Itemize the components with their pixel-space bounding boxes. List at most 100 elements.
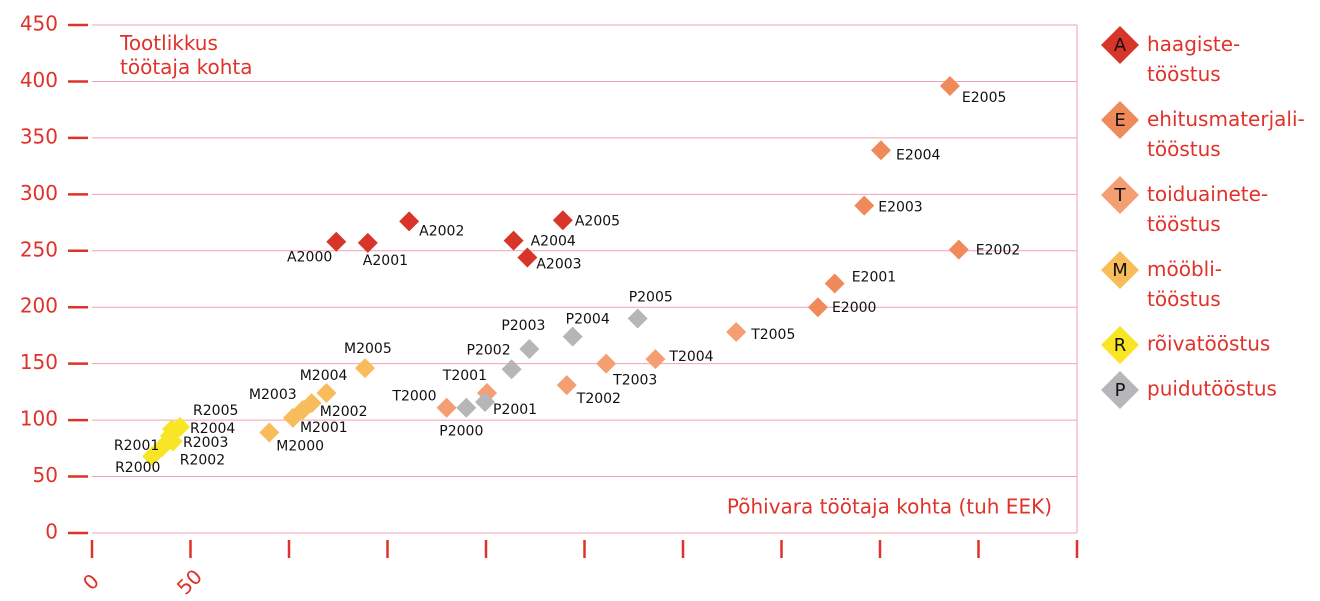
legend-label: rõivatööstus: [1147, 332, 1270, 356]
point-label: A2002: [419, 223, 464, 239]
point-label: E2003: [878, 200, 922, 216]
point: [939, 75, 960, 96]
point-label: E2001: [852, 270, 896, 286]
point: [456, 397, 477, 418]
point: [562, 326, 583, 347]
legend-swatch: [1101, 176, 1139, 214]
y-tick-label: 450: [20, 12, 58, 36]
point: [870, 140, 891, 161]
point-label: R2000: [115, 460, 160, 476]
point-label: P2003: [501, 318, 545, 334]
legend-swatch: [1101, 371, 1139, 409]
legend-label: haagiste-tööstus: [1147, 32, 1240, 86]
y-tick-label: 250: [20, 237, 58, 261]
legend-label: mööbli-tööstus: [1147, 257, 1222, 311]
point-label: M2003: [249, 387, 297, 403]
x-tick-label: 50: [172, 564, 207, 599]
point: [824, 273, 845, 294]
point: [726, 322, 747, 343]
point-label: M2002: [320, 404, 368, 420]
y-tick-label: 400: [20, 68, 58, 92]
point-label: R2002: [180, 453, 225, 469]
y-tick-label: 300: [20, 181, 58, 205]
point-label: M2001: [300, 420, 348, 436]
point-label: T2002: [576, 391, 621, 407]
point: [519, 338, 540, 359]
point: [436, 397, 457, 418]
point: [501, 359, 522, 380]
point-label: E2002: [976, 243, 1020, 259]
point-label: A2003: [536, 257, 581, 273]
point-label: A2005: [575, 213, 620, 229]
point-label: P2004: [566, 312, 610, 328]
legend-code: E: [1114, 110, 1125, 131]
point-label: A2004: [531, 234, 576, 250]
point-label: A2001: [363, 253, 408, 269]
point: [517, 247, 538, 268]
point-label: R2004: [190, 421, 235, 437]
point-label: P2005: [629, 290, 673, 306]
point: [552, 210, 573, 231]
point-label: P2002: [467, 342, 511, 358]
y-tick-label: 100: [20, 407, 58, 431]
point-label: E2000: [832, 300, 876, 316]
legend-code: M: [1112, 260, 1128, 281]
point: [355, 358, 376, 379]
point-label: T2001: [442, 368, 487, 384]
point: [627, 308, 648, 329]
point-label: T2005: [750, 327, 795, 343]
x-axis-label: Põhivara töötaja kohta (tuh EEK): [727, 495, 1052, 519]
legend-code: R: [1114, 335, 1127, 356]
x-tick-label: 0: [78, 569, 104, 595]
legend-code: T: [1114, 185, 1127, 206]
y-tick-label: 0: [45, 520, 58, 544]
legend-label: toiduainete-tööstus: [1147, 182, 1268, 236]
point: [170, 416, 191, 437]
point: [301, 393, 322, 414]
point-label: P2001: [493, 402, 537, 418]
legend-code: P: [1115, 380, 1126, 401]
y-tick-label: 150: [20, 350, 58, 374]
point: [503, 230, 524, 251]
point: [316, 383, 337, 404]
y-tick-label: 50: [33, 463, 58, 487]
point-label: E2005: [962, 90, 1006, 106]
point-label: M2000: [276, 439, 324, 455]
legend-swatch: [1101, 251, 1139, 289]
point-label: R2003: [183, 435, 228, 451]
legend-code: A: [1114, 35, 1127, 56]
point-label: T2003: [612, 373, 657, 389]
point: [357, 232, 378, 253]
point: [854, 195, 875, 216]
point: [556, 375, 577, 396]
point: [645, 349, 666, 370]
point-label: P2000: [439, 424, 483, 440]
point: [596, 353, 617, 374]
chart-title: Tootlikkus töötaja kohta: [119, 31, 252, 79]
legend-swatch: [1101, 101, 1139, 139]
point: [807, 297, 828, 318]
y-tick-label: 350: [20, 124, 58, 148]
point-label: M2004: [300, 368, 348, 384]
legend-label: ehitusmaterjali-tööstus: [1147, 107, 1305, 161]
point-label: M2005: [344, 341, 392, 357]
point-label: R2001: [114, 438, 159, 454]
legend-swatch: [1101, 326, 1139, 364]
point-label: T2004: [668, 349, 713, 365]
y-tick-label: 200: [20, 294, 58, 318]
legend-label: puidutööstus: [1147, 377, 1277, 401]
point-label: A2000: [287, 250, 332, 266]
point-label: E2004: [896, 147, 941, 163]
point: [399, 211, 420, 232]
point: [475, 392, 496, 413]
legend-swatch: [1101, 26, 1139, 64]
point: [259, 422, 280, 443]
point-label: R2005: [193, 403, 238, 419]
